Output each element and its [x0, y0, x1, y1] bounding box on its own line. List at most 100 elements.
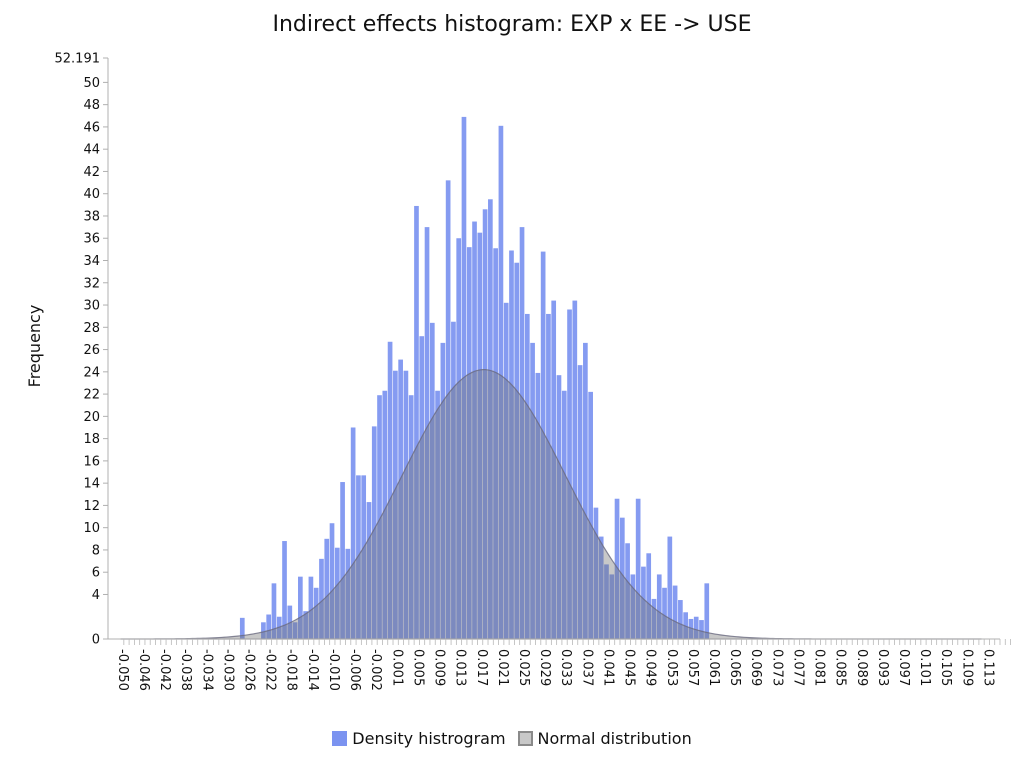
normal-swatch-icon	[517, 731, 533, 746]
legend-item-histogram[interactable]: Density histrogram	[332, 729, 506, 748]
histogram-bar	[678, 600, 683, 639]
histogram-bar	[656, 574, 662, 639]
histogram-bar	[546, 313, 551, 639]
histogram-bar	[324, 538, 330, 639]
x-tick-label: 0.109	[959, 649, 974, 686]
x-tick-label: -0.014	[305, 649, 320, 691]
x-tick-label: 0.053	[664, 649, 679, 686]
y-tick-label: 38	[83, 209, 100, 224]
legend-label-histogram: Density histrogram	[352, 729, 506, 748]
histogram-bar	[688, 618, 694, 639]
histogram-bar	[593, 507, 599, 639]
x-tick-label: -0.018	[284, 649, 299, 691]
x-tick-label: -0.034	[199, 649, 214, 691]
x-tick-label: 0.113	[980, 649, 995, 686]
x-tick-label: 0.009	[432, 649, 447, 686]
histogram-bar	[561, 390, 567, 639]
histogram-bar	[387, 341, 393, 639]
y-tick-label: 24	[83, 365, 100, 380]
legend-item-normal[interactable]: Normal distribution	[517, 729, 692, 748]
x-tick-label: 0.065	[727, 649, 742, 686]
y-tick-label: 44	[83, 143, 100, 158]
histogram-bar	[672, 585, 678, 639]
x-tick-label: 0.021	[495, 649, 510, 686]
histogram-bar	[451, 321, 456, 639]
histogram-bar	[503, 302, 509, 639]
histogram-bar	[498, 125, 504, 639]
histogram-bar	[614, 498, 620, 639]
x-tick-label: 0.105	[938, 649, 953, 686]
histogram-bar	[350, 427, 356, 639]
histogram-bar	[646, 553, 652, 639]
histogram-bar	[551, 300, 557, 639]
histogram-bar	[535, 372, 541, 639]
histogram-bar	[466, 247, 472, 639]
histogram-bar	[625, 543, 630, 639]
x-tick-label: 0.085	[833, 649, 848, 686]
x-tick-label: -0.038	[178, 649, 193, 691]
x-tick-label: 0.101	[917, 649, 932, 686]
histogram-bar	[334, 547, 340, 639]
histogram-bar	[282, 541, 287, 639]
histogram-bar	[424, 227, 430, 640]
x-tick-label: 0.089	[854, 649, 869, 686]
histogram-bar	[662, 587, 667, 639]
histogram-bar	[329, 523, 335, 639]
x-tick-label: 0.005	[410, 649, 425, 686]
y-tick-label: 36	[83, 232, 100, 247]
x-tick-label: 0.017	[474, 649, 489, 686]
y-max-label: 52.191	[55, 52, 101, 67]
histogram-bar	[604, 564, 609, 639]
histogram-bar	[366, 502, 372, 639]
histogram-bar	[377, 395, 382, 639]
histogram-bar	[445, 180, 451, 639]
histogram-bar	[361, 475, 367, 639]
histogram-bar	[356, 475, 361, 639]
histogram-bar	[440, 342, 446, 639]
histogram-bar	[419, 336, 425, 639]
histogram-swatch-icon	[332, 731, 348, 746]
histogram-bar	[509, 250, 514, 640]
histogram-bar	[524, 313, 530, 639]
y-tick-label: 40	[83, 187, 100, 202]
histogram-bar	[276, 616, 282, 639]
x-tick-label: -0.030	[220, 649, 235, 691]
x-tick-label: 0.013	[453, 649, 468, 686]
histogram-bar	[556, 375, 562, 639]
histogram-bar	[609, 574, 615, 639]
y-tick-label: 28	[83, 321, 100, 336]
y-tick-label: 10	[83, 521, 100, 536]
x-tick-label: 0.077	[790, 649, 805, 686]
histogram-bar	[340, 482, 345, 639]
histogram-bar	[414, 205, 419, 639]
y-tick-label: 14	[83, 477, 100, 492]
y-tick-label: 12	[83, 499, 100, 514]
histogram-bar	[693, 616, 699, 639]
y-tick-label: 22	[83, 388, 100, 403]
histogram-bar	[308, 576, 314, 639]
x-tick-label: 0.097	[896, 649, 911, 686]
histogram-bar	[630, 574, 636, 639]
histogram-bar	[429, 322, 435, 639]
axes: 0468101214161820222426283032343638404244…	[55, 52, 1011, 691]
histogram-bar	[371, 426, 377, 639]
histogram-bar	[382, 390, 388, 639]
histogram-bar	[704, 583, 710, 639]
y-tick-label: 32	[83, 276, 100, 291]
histogram-bar	[292, 622, 298, 639]
histogram-bar	[598, 536, 604, 639]
histogram-bar	[572, 300, 578, 639]
histogram-bar	[667, 536, 673, 639]
y-tick-label: 4	[92, 588, 100, 603]
y-tick-label: 8	[92, 543, 100, 558]
x-tick-label: 0.045	[622, 649, 637, 686]
histogram-bar	[567, 309, 572, 639]
x-tick-label: -0.050	[115, 649, 130, 691]
histogram-bar	[393, 370, 398, 639]
y-tick-label: 46	[83, 120, 100, 135]
histogram-bar	[435, 390, 440, 639]
y-tick-label: 18	[83, 432, 100, 447]
chart-title: Indirect effects histogram: EXP x EE -> …	[272, 12, 752, 37]
x-tick-label: 0.073	[769, 649, 784, 686]
y-tick-label: 6	[92, 566, 100, 581]
